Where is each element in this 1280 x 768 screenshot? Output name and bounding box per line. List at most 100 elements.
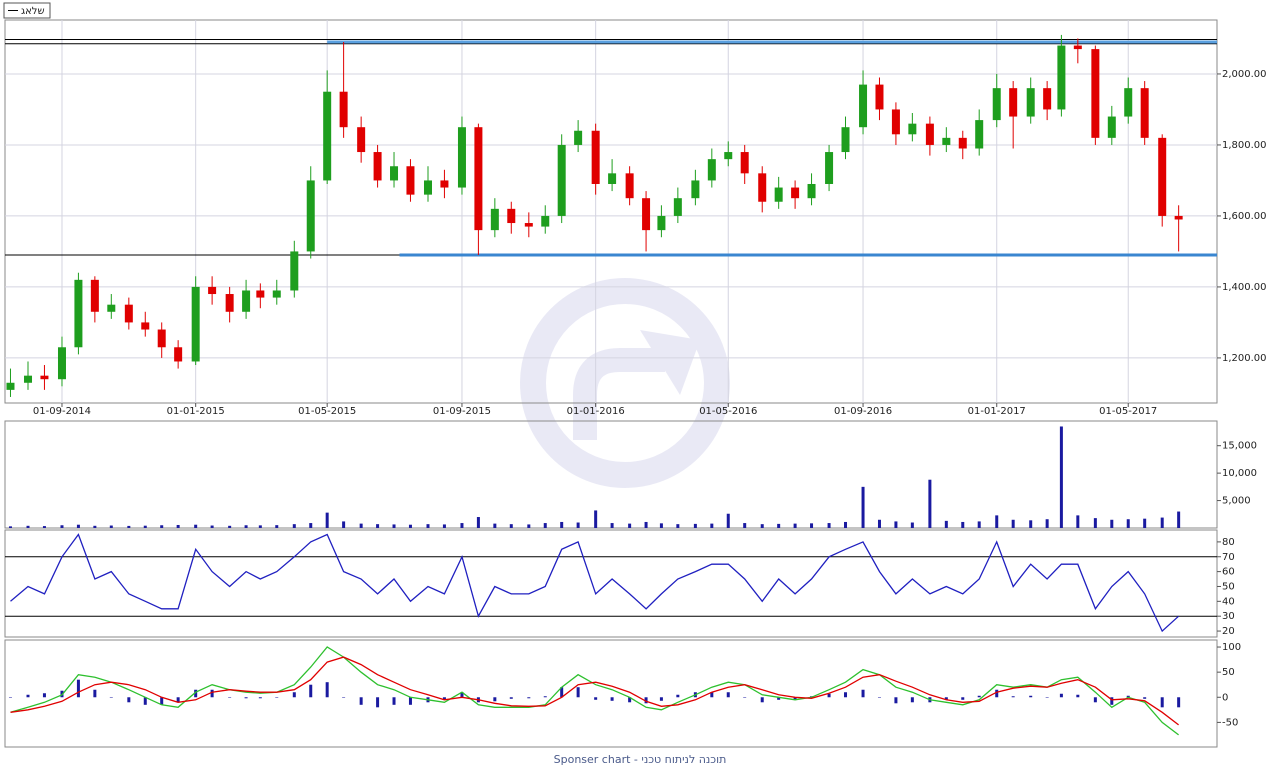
histogram-bar: [1160, 697, 1164, 708]
y-tick-label: 1,400.00: [1222, 282, 1267, 293]
candle-body: [1107, 116, 1116, 138]
volume-bar: [644, 521, 648, 528]
histogram-bar: [210, 689, 214, 698]
histogram-bar: [244, 697, 248, 699]
volume-bar: [509, 524, 513, 528]
candle-body: [642, 198, 651, 231]
candle-body: [1026, 88, 1035, 117]
candle-body: [306, 180, 315, 252]
volume-bar: [292, 524, 296, 528]
volume-bar: [244, 525, 248, 528]
volume-bar: [1011, 519, 1015, 528]
volume-bar: [325, 512, 329, 528]
candle-body: [557, 144, 566, 216]
volume-bar: [560, 521, 564, 528]
histogram-bar: [109, 697, 113, 698]
histogram-bar: [509, 697, 513, 699]
histogram-bar: [961, 697, 965, 700]
histogram-bar: [894, 697, 898, 704]
histogram-bar: [777, 697, 781, 700]
candle-body: [591, 130, 600, 184]
volume-bar: [827, 523, 831, 528]
candle-body: [225, 294, 234, 312]
y-tick-label: 60: [1222, 567, 1235, 578]
volume-bar: [258, 525, 262, 528]
candle-body: [791, 187, 800, 199]
x-tick-label: 01-01-2015: [167, 406, 225, 417]
histogram-bar: [258, 697, 262, 699]
histogram-bar: [1059, 693, 1063, 698]
histogram-bar: [1126, 695, 1130, 698]
volume-bar: [109, 525, 113, 528]
watermark: [520, 278, 730, 488]
volume-bar: [793, 523, 797, 528]
candle-body: [673, 198, 682, 216]
volume-bar: [910, 522, 914, 528]
histogram-bar: [408, 697, 412, 705]
candle-body: [490, 208, 499, 231]
histogram-bar: [1143, 697, 1147, 699]
x-tick-label: 01-09-2016: [834, 406, 892, 417]
volume-bar: [460, 523, 464, 528]
histogram-bar: [527, 697, 531, 699]
candle-body: [1043, 88, 1052, 110]
volume-bar: [659, 523, 663, 528]
histogram-bar: [1093, 697, 1097, 703]
volume-bar: [743, 523, 747, 528]
histogram-bar: [1011, 696, 1015, 698]
histogram-bar: [977, 695, 981, 698]
histogram-bar: [659, 697, 663, 701]
indicator-line: [10, 646, 1179, 736]
candle-body: [74, 279, 83, 348]
histogram-bar: [644, 697, 648, 704]
volume-bar: [309, 523, 313, 528]
volume-bar: [176, 524, 180, 528]
candle-body: [124, 304, 133, 323]
histogram-bar: [760, 697, 764, 703]
volume-bar: [493, 523, 497, 528]
candle-body: [208, 286, 217, 295]
histogram-bar: [594, 697, 598, 700]
candle-body: [657, 215, 666, 231]
candle-body: [6, 382, 15, 390]
volume-bar: [160, 525, 164, 528]
volume-bar: [1160, 517, 1164, 528]
volume-bar: [1177, 511, 1181, 528]
candle-body: [1057, 45, 1066, 110]
y-tick-label: 1,600.00: [1222, 211, 1267, 222]
panel-frame: [4, 639, 1218, 748]
volume-bar: [127, 525, 131, 528]
x-tick-label: 01-01-2016: [567, 406, 625, 417]
volume-bar: [26, 525, 30, 528]
x-tick-label: 01-01-2017: [968, 406, 1026, 417]
histogram-bar: [127, 697, 131, 703]
candle-body: [524, 223, 533, 227]
candle-body: [40, 375, 49, 380]
volume-bar: [408, 524, 412, 528]
candle-body: [107, 304, 116, 312]
panel-frame: [4, 529, 1218, 638]
histogram-bar: [793, 697, 797, 700]
candle-body: [174, 347, 183, 362]
volume-bar: [1045, 519, 1049, 528]
candle-body: [24, 375, 33, 383]
volume-bar: [376, 524, 380, 528]
candle-body: [975, 120, 984, 149]
volume-bar: [693, 523, 697, 528]
candle-body: [474, 127, 483, 231]
volume-bar: [594, 510, 598, 528]
histogram-bar: [42, 693, 46, 698]
histogram-bar: [827, 693, 831, 698]
candle-body: [357, 127, 366, 153]
volume-bar: [777, 523, 781, 528]
candle-body: [1140, 88, 1149, 138]
candle-body: [608, 173, 617, 184]
candle-body: [724, 152, 733, 160]
volume-bar: [1126, 519, 1130, 528]
volume-bar: [726, 513, 730, 528]
legend: שלאג: [3, 2, 51, 19]
histogram-bar: [944, 697, 948, 700]
volume-bar: [1093, 518, 1097, 528]
histogram-bar: [342, 697, 346, 698]
